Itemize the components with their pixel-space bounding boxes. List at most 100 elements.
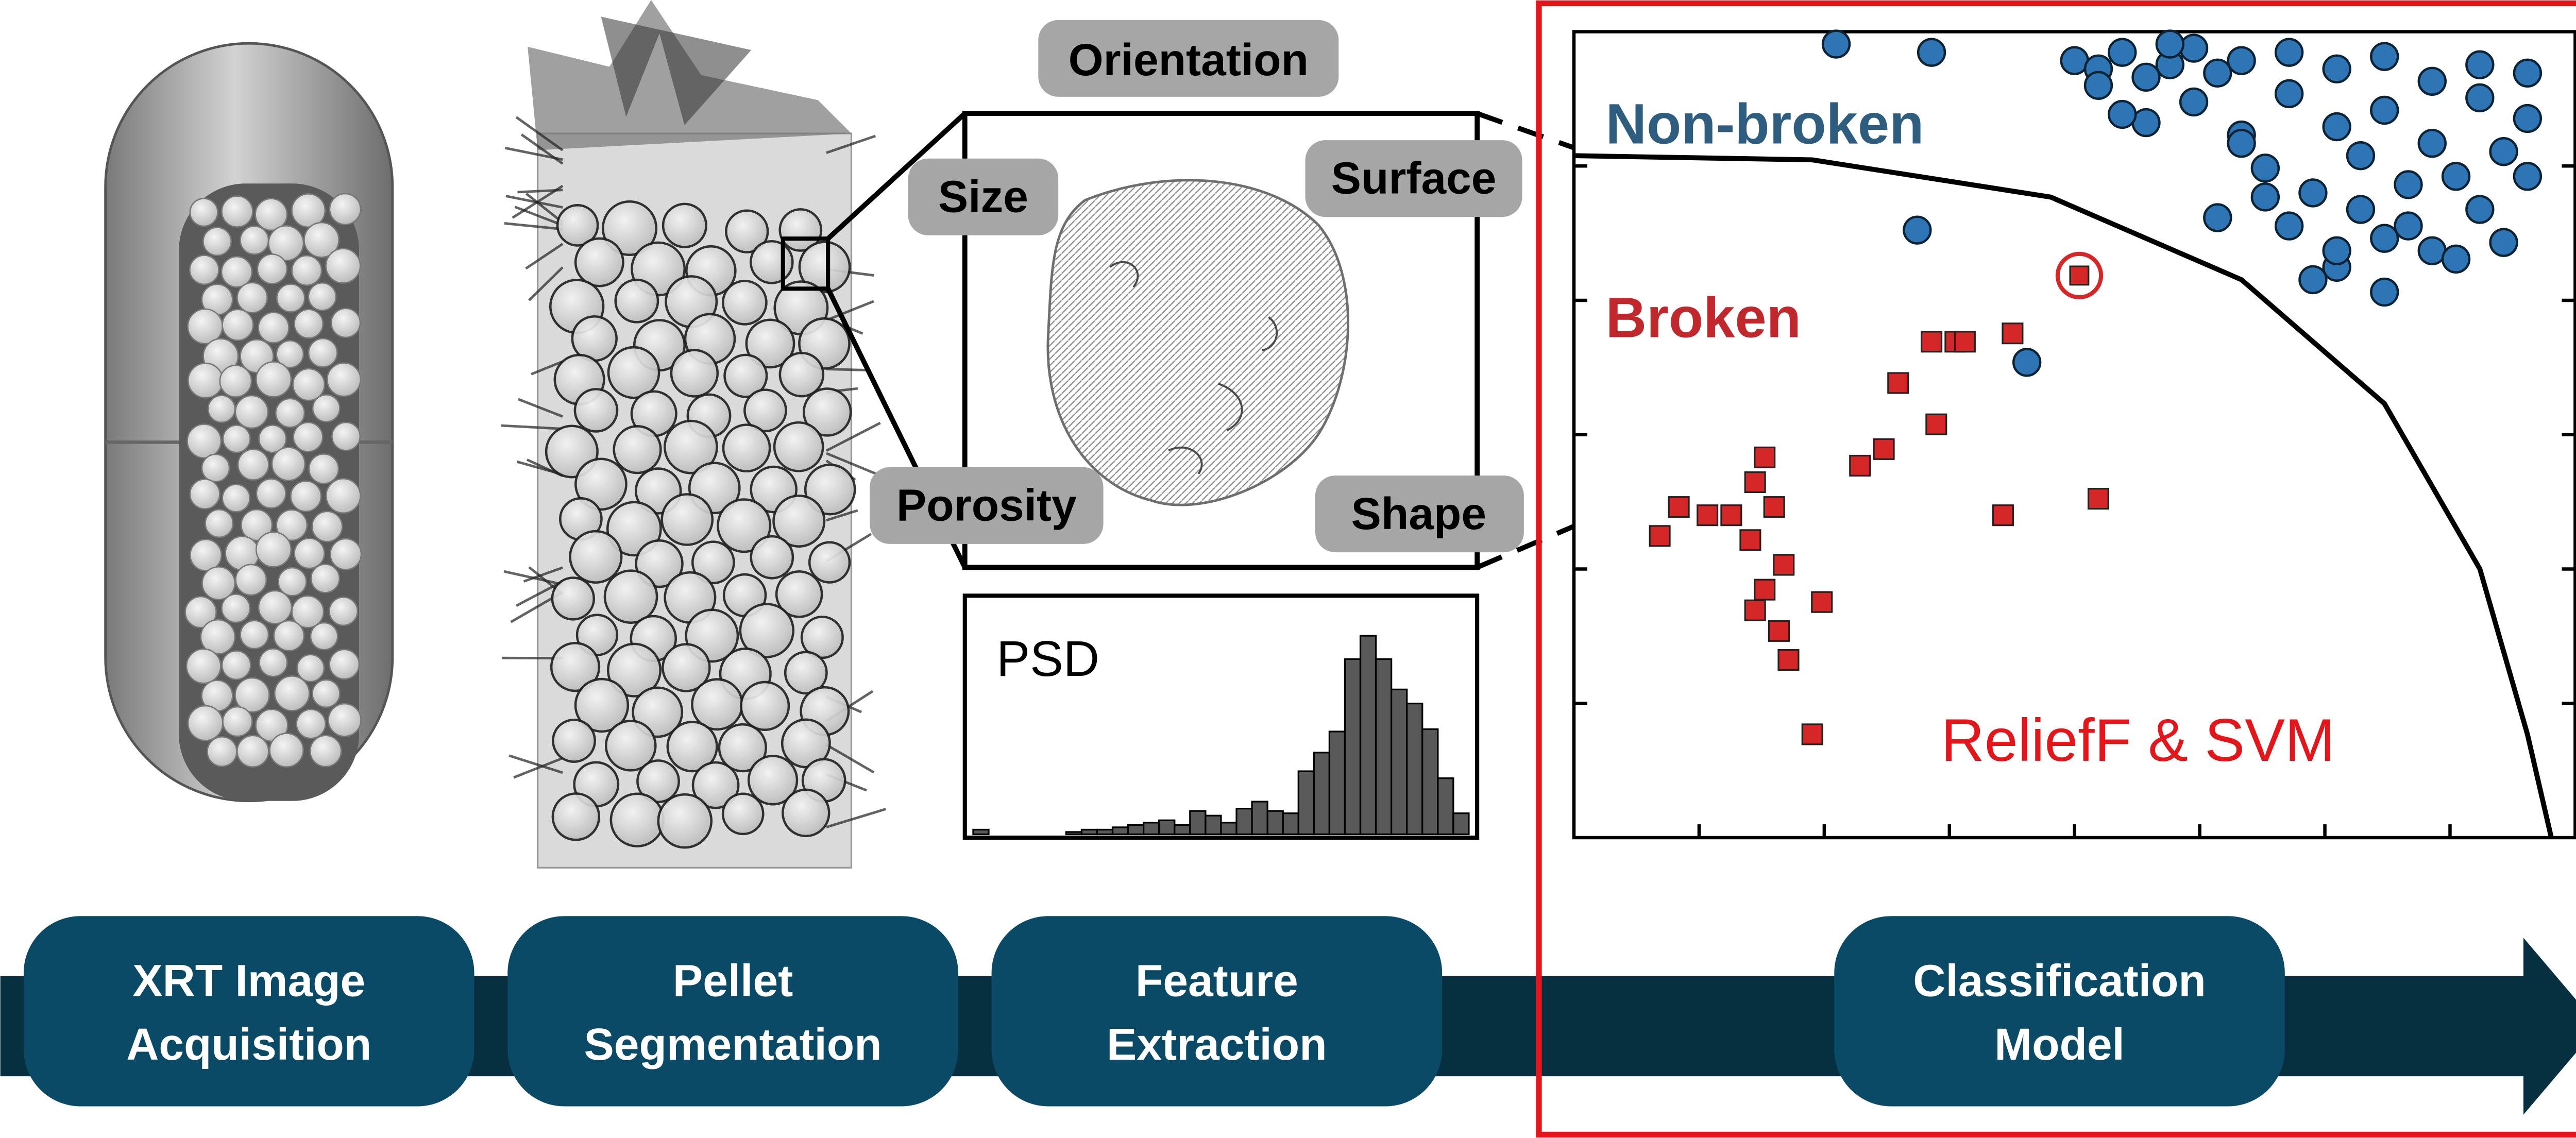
column-pellet <box>603 569 658 624</box>
broken-point <box>1887 372 1909 394</box>
nonbroken-point <box>2465 195 2495 224</box>
svm-decision-boundary <box>1573 153 2554 839</box>
step-pellet-segmentation: Pellet Segmentation <box>507 916 958 1107</box>
capsule-pellet <box>293 421 324 452</box>
capsule-pellet <box>291 254 323 286</box>
capsule-pellet <box>201 453 230 483</box>
step-label-line1: Classification <box>1913 956 2206 1006</box>
column-pellet <box>614 278 659 324</box>
segmentation-spike <box>505 195 563 209</box>
capsule-pellet <box>221 256 253 288</box>
column-pellet <box>745 318 795 369</box>
column-pellet <box>723 353 768 398</box>
psd-bar <box>1313 752 1331 836</box>
highlighted-pellet-ring <box>2055 251 2104 300</box>
nonbroken-point <box>2298 265 2328 295</box>
step-label-line2: Model <box>1994 1019 2125 1069</box>
column-pellet <box>808 541 851 584</box>
broken-point <box>1697 504 1719 526</box>
broken-point <box>1925 413 1947 435</box>
step-label-line1: Feature <box>1136 956 1298 1006</box>
segmentation-spike <box>523 566 563 583</box>
column-pellet <box>743 388 787 433</box>
capsule-pellet <box>222 706 253 737</box>
segmentation-spike <box>825 421 881 452</box>
capsule-pellet <box>277 567 307 597</box>
column-pellet <box>718 723 768 773</box>
column-pellet <box>663 419 718 474</box>
nonbroken-point <box>2250 154 2280 183</box>
broken-point <box>1720 504 1742 526</box>
nonbroken-point <box>2417 66 2447 96</box>
capsule-pellet <box>205 508 234 538</box>
capsule-pellet <box>325 248 361 284</box>
segmentation-spike <box>504 146 563 161</box>
nonbroken-points <box>1821 29 2543 377</box>
broken-point <box>1777 649 1800 671</box>
capsule-pellet <box>258 424 287 453</box>
step-label-line1: Pellet <box>673 956 793 1006</box>
capsule-pellet <box>235 564 267 596</box>
svg-text:Porosity: Porosity <box>896 480 1077 531</box>
psd-bar <box>1127 824 1145 836</box>
nonbroken-point <box>2227 46 2256 75</box>
column-pellet <box>569 530 623 584</box>
nonbroken-point <box>2227 128 2256 158</box>
column-pellet <box>662 643 711 692</box>
capsule-pellet <box>258 312 290 344</box>
nonbroken-point <box>2370 95 2399 125</box>
step-label-line1: XRT Image <box>132 956 365 1006</box>
broken-point <box>2002 322 2024 345</box>
broken-label: Broken <box>1606 286 1801 349</box>
zoom-source-box <box>781 236 831 291</box>
capsule-pellet <box>312 394 341 423</box>
psd-bar <box>1406 702 1423 836</box>
capsule-pellet <box>273 620 305 652</box>
capsule-pellet <box>331 421 361 451</box>
column-pellet <box>800 616 844 659</box>
nonbroken-point <box>2322 54 2351 83</box>
nonbroken-point <box>2203 58 2232 88</box>
capsule-pellet <box>329 193 362 226</box>
broken-point <box>1992 504 2014 526</box>
capsule-pellet <box>255 361 292 398</box>
column-pellet <box>773 421 824 472</box>
capsule-pellet <box>187 705 224 741</box>
segmentation-spike <box>531 360 564 376</box>
psd-bar <box>1391 688 1408 836</box>
nonbroken-point <box>2108 38 2137 67</box>
svg-text:Orientation: Orientation <box>1069 35 1309 85</box>
nonbroken-point <box>2513 162 2543 191</box>
nonbroken-point <box>2346 141 2376 171</box>
feature-label-surface: Surface <box>1305 140 1522 217</box>
column-pellet <box>636 759 680 803</box>
capsule-pellet <box>257 253 288 284</box>
nonbroken-point <box>2131 108 2161 138</box>
capsule-pellet <box>274 675 310 711</box>
classification-frame <box>1536 0 2576 1138</box>
segmentation-spike <box>826 368 870 372</box>
capsule-pellet <box>329 649 360 680</box>
capsule-pellet <box>222 424 251 453</box>
capsule-pellet <box>187 362 224 399</box>
column-pellet <box>607 346 660 399</box>
broken-point <box>1954 331 1976 353</box>
column-pellet <box>778 351 825 398</box>
psd-bar <box>1297 770 1315 836</box>
capsule-pellet <box>276 509 308 541</box>
capsule-pellet <box>259 648 288 677</box>
nonbroken-point <box>2370 42 2399 71</box>
capsule-pellet <box>234 395 269 429</box>
capsule-pellet <box>219 364 252 398</box>
capsule-pellet <box>325 478 361 514</box>
psd-bar <box>1266 810 1284 836</box>
psd-bar <box>1344 658 1362 836</box>
psd-bar <box>1189 810 1207 836</box>
nonbroken-point <box>2441 162 2471 191</box>
step-label-line2: Segmentation <box>584 1019 882 1069</box>
svg-text:Size: Size <box>938 171 1028 222</box>
column-pellet <box>784 651 828 695</box>
zoom-line-top <box>826 111 967 241</box>
segmentation-spike <box>518 398 564 418</box>
